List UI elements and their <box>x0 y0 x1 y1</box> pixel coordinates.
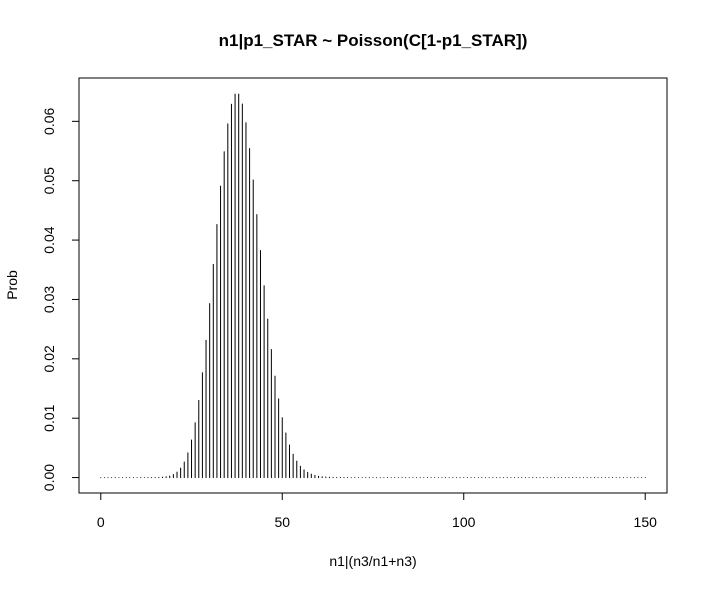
x-tick-label: 150 <box>634 514 658 530</box>
x-tick-label: 0 <box>97 514 105 530</box>
y-axis-label: Prob <box>4 270 20 300</box>
y-tick-label: 0.02 <box>41 345 57 372</box>
chart-title: n1|p1_STAR ~ Poisson(C[1-p1_STAR]) <box>219 31 528 50</box>
y-tick-label: 0.03 <box>41 286 57 313</box>
y-tick-label: 0.05 <box>41 167 57 194</box>
plot-frame <box>78 77 668 494</box>
y-tick-label: 0.04 <box>41 226 57 253</box>
y-tick-label: 0.01 <box>41 404 57 431</box>
x-axis-label: n1|(n3/n1+n3) <box>329 553 416 569</box>
x-tick-label: 100 <box>452 514 476 530</box>
y-tick-label: 0.06 <box>41 108 57 135</box>
y-tick-label: 0.00 <box>41 464 57 491</box>
x-tick-label: 50 <box>274 514 290 530</box>
